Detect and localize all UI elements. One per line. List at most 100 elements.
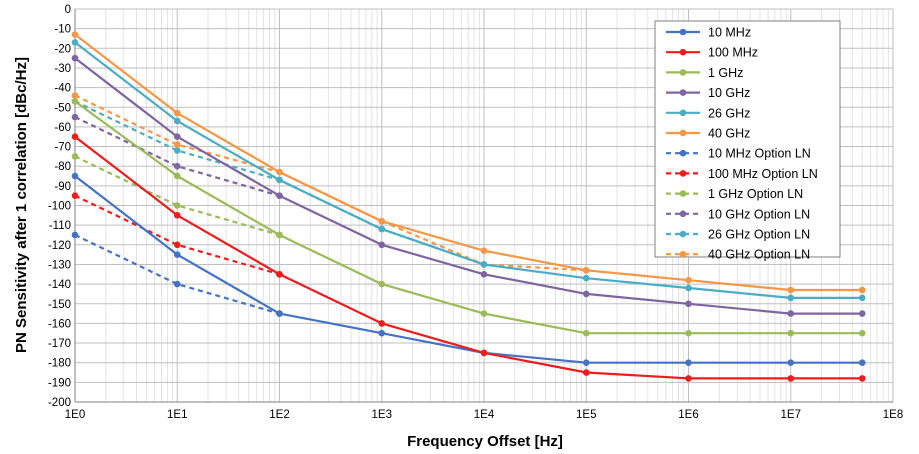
legend-label: 10 GHz bbox=[708, 86, 750, 100]
data-point bbox=[276, 176, 283, 184]
data-point bbox=[787, 310, 795, 317]
x-axis-title: Frequency Offset [Hz] bbox=[407, 433, 563, 450]
data-point bbox=[787, 286, 795, 294]
data-point bbox=[378, 280, 386, 288]
data-point bbox=[173, 141, 181, 148]
data-point bbox=[787, 359, 795, 367]
data-point bbox=[378, 241, 386, 249]
legend-label: 10 MHz Option LN bbox=[708, 147, 811, 161]
data-point bbox=[582, 369, 590, 376]
x-tick-label: 1E5 bbox=[576, 409, 596, 421]
data-point bbox=[858, 286, 866, 294]
legend-swatch-marker bbox=[679, 210, 687, 218]
data-point bbox=[858, 294, 866, 302]
data-point bbox=[173, 162, 181, 170]
data-point bbox=[685, 276, 692, 284]
series-line bbox=[74, 116, 280, 197]
y-tick-label: -130 bbox=[48, 259, 71, 271]
data-point bbox=[685, 300, 692, 308]
legend-swatch-marker bbox=[679, 89, 687, 96]
x-tick-label: 1E7 bbox=[781, 409, 801, 421]
y-tick-label: -10 bbox=[54, 24, 71, 36]
x-tick-labels: 1E0 1E1 1E2 1E3 1E4 1E5 1E6 1E7 1E8 bbox=[65, 409, 903, 421]
data-point bbox=[173, 109, 181, 117]
y-tick-labels: 0 -10 -20 -30 -40 -50 -60 -70 -80 -90 -100 -110 -120… bbox=[48, 4, 71, 409]
y-tick-label: -140 bbox=[48, 279, 71, 291]
x-tick-label: 1E4 bbox=[474, 409, 495, 421]
y-tick-label: -200 bbox=[48, 397, 71, 409]
data-point bbox=[685, 359, 692, 367]
series-line bbox=[74, 94, 587, 272]
legend: 10 MHz 100 MHz 1 GHz 10 GHz 26 GHz 40 GHz 10 M… bbox=[654, 20, 841, 262]
legend-item: 1 GHz bbox=[666, 66, 743, 80]
data-point bbox=[71, 39, 79, 46]
x-tick-label: 1E2 bbox=[269, 409, 289, 421]
data-point bbox=[787, 375, 795, 382]
data-point bbox=[71, 192, 79, 199]
legend-swatch-marker bbox=[679, 48, 687, 56]
data-point bbox=[582, 329, 590, 337]
data-point bbox=[378, 217, 386, 225]
legend-label: 26 GHz bbox=[708, 106, 750, 120]
data-point bbox=[173, 251, 181, 258]
data-point bbox=[582, 267, 590, 274]
y-tick-label: 0 bbox=[65, 4, 71, 16]
x-tick-label: 1E6 bbox=[678, 409, 698, 421]
data-point bbox=[276, 168, 283, 176]
data-point bbox=[276, 310, 283, 317]
series-26-ghz bbox=[71, 39, 866, 302]
legend-label: 100 MHz Option LN bbox=[708, 167, 818, 181]
legend-swatch-marker bbox=[679, 69, 687, 76]
legend-swatch-marker bbox=[679, 149, 687, 157]
series-layer bbox=[71, 31, 866, 382]
data-point bbox=[71, 153, 79, 160]
series-line bbox=[74, 234, 280, 315]
legend-swatch-marker bbox=[679, 109, 687, 117]
legend-swatch-marker bbox=[679, 170, 687, 177]
y-tick-label: -170 bbox=[48, 338, 71, 350]
legend-item: 10 GHz bbox=[666, 86, 750, 100]
series-1-ghz bbox=[71, 98, 866, 337]
data-point bbox=[858, 375, 866, 382]
x-tick-label: 1E3 bbox=[372, 409, 392, 421]
legend-item: 40 GHz Option LN bbox=[666, 248, 810, 262]
legend-item: 10 MHz Option LN bbox=[666, 147, 811, 161]
legend-label: 10 MHz bbox=[708, 26, 751, 40]
legend-item: 10 GHz Option LN bbox=[666, 207, 810, 221]
data-point bbox=[173, 172, 181, 180]
series-100-mhz bbox=[71, 133, 866, 382]
data-point bbox=[787, 329, 795, 337]
y-tick-label: -90 bbox=[54, 181, 71, 193]
data-point bbox=[787, 294, 795, 302]
legend-item: 100 MHz bbox=[666, 46, 758, 60]
legend-swatch-marker bbox=[679, 190, 687, 197]
data-point bbox=[71, 172, 79, 180]
data-point bbox=[480, 349, 488, 357]
data-point bbox=[480, 247, 488, 254]
data-point bbox=[71, 231, 79, 239]
series-40-ghz bbox=[71, 31, 866, 294]
legend-swatch-marker bbox=[679, 129, 687, 137]
axes bbox=[74, 9, 893, 403]
data-point bbox=[173, 202, 181, 209]
data-point bbox=[173, 212, 181, 219]
legend-label: 1 GHz Option LN bbox=[708, 187, 803, 201]
legend-item: 1 GHz Option LN bbox=[666, 187, 803, 201]
legend-label: 40 GHz bbox=[708, 127, 750, 141]
data-point bbox=[378, 329, 386, 337]
data-point bbox=[276, 270, 283, 278]
series-10-ghz bbox=[71, 54, 866, 317]
y-tick-label: -20 bbox=[54, 43, 71, 55]
y-tick-label: -60 bbox=[54, 122, 71, 134]
y-axis-title: PN Sensitivity after 1 correlation [dBc/… bbox=[13, 57, 30, 353]
legend-item: 26 GHz bbox=[666, 106, 750, 120]
x-tick-label: 1E8 bbox=[883, 409, 903, 421]
legend-label: 100 MHz bbox=[708, 46, 758, 60]
y-tick-label: -120 bbox=[48, 240, 71, 252]
x-tick-label: 1E0 bbox=[65, 409, 85, 421]
legend-item: 100 MHz Option LN bbox=[666, 167, 818, 181]
legend-item: 40 GHz bbox=[666, 127, 750, 141]
y-tick-label: -100 bbox=[48, 201, 71, 213]
data-point bbox=[480, 310, 488, 317]
